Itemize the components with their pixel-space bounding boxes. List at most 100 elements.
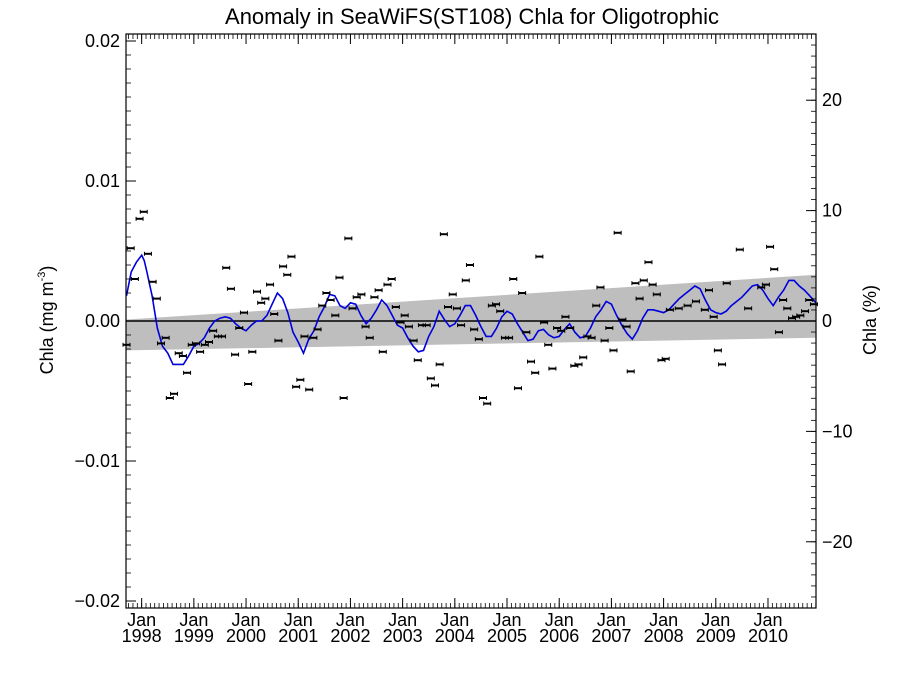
monthly-point xyxy=(174,351,183,356)
x-tick-year-label: 1999 xyxy=(174,626,214,646)
monthly-point xyxy=(592,303,601,308)
monthly-point xyxy=(152,296,161,301)
monthly-point xyxy=(248,349,257,354)
monthly-point xyxy=(200,342,209,347)
monthly-point xyxy=(178,354,187,358)
monthly-point xyxy=(452,306,461,311)
x-tick-month-label: Jan xyxy=(336,610,365,630)
y-axis-label-left-superscript: -3 xyxy=(36,272,48,282)
monthly-point xyxy=(531,370,540,375)
monthly-point xyxy=(544,342,553,347)
x-tick-year-label: 2010 xyxy=(748,626,788,646)
monthly-point xyxy=(622,324,631,329)
monthly-point xyxy=(718,362,727,367)
monthly-point xyxy=(313,327,322,332)
monthly-point xyxy=(396,320,405,325)
monthly-point xyxy=(326,298,335,302)
x-tick-month-label: Jan xyxy=(753,610,782,630)
monthly-point xyxy=(631,281,640,286)
monthly-point xyxy=(596,285,605,290)
monthly-point xyxy=(779,298,788,302)
monthly-point xyxy=(579,355,588,360)
monthly-point xyxy=(253,289,262,294)
monthly-point xyxy=(357,292,366,297)
monthly-point xyxy=(496,309,505,314)
x-tick-month-label: Jan xyxy=(127,610,156,630)
x-tick-year-label: 2005 xyxy=(487,626,527,646)
monthly-point xyxy=(370,295,379,300)
x-tick-year-label: 2008 xyxy=(644,626,684,646)
y-axis-label-left: Chla (mg m-3) xyxy=(36,266,57,375)
monthly-point xyxy=(609,348,618,353)
monthly-point xyxy=(757,285,766,290)
chart-title: Anomaly in SeaWiFS(ST108) Chla for Oligo… xyxy=(225,4,719,29)
x-axis-tick-labels: Jan1998Jan1999Jan2000Jan2001Jan2002Jan20… xyxy=(122,610,788,646)
monthly-point xyxy=(553,326,562,330)
monthly-point xyxy=(605,326,614,330)
monthly-point xyxy=(661,356,670,361)
monthly-point xyxy=(457,323,466,328)
monthly-point xyxy=(513,386,522,391)
monthly-point xyxy=(361,324,370,329)
monthly-point xyxy=(239,310,248,315)
monthly-point xyxy=(183,370,192,375)
trend-confidence-band xyxy=(126,274,816,351)
x-tick-year-label: 1998 xyxy=(122,626,162,646)
left-tick-label: −0.02 xyxy=(74,591,120,611)
monthly-point xyxy=(709,314,718,319)
monthly-point xyxy=(505,335,514,340)
monthly-point xyxy=(348,306,357,311)
monthly-point xyxy=(235,326,244,330)
monthly-point xyxy=(465,263,474,267)
left-tick-label: 0.02 xyxy=(85,31,120,51)
monthly-point xyxy=(409,338,418,343)
x-tick-year-label: 2003 xyxy=(383,626,423,646)
x-tick-year-label: 2000 xyxy=(226,626,266,646)
monthly-point xyxy=(244,382,253,386)
y-axis-label-left-text: Chla (mg m xyxy=(37,281,57,374)
monthly-point xyxy=(444,305,453,309)
monthly-point xyxy=(126,246,135,251)
monthly-point xyxy=(644,260,653,265)
monthly-point xyxy=(713,348,722,353)
monthly-point xyxy=(540,320,549,325)
monthly-point xyxy=(652,292,661,297)
x-tick-month-label: Jan xyxy=(388,610,417,630)
monthly-point xyxy=(635,296,644,301)
monthly-point xyxy=(226,286,235,291)
x-tick-month-label: Jan xyxy=(701,610,730,630)
monthly-point xyxy=(365,335,374,340)
x-tick-month-label: Jan xyxy=(649,610,678,630)
monthly-point xyxy=(148,279,157,284)
monthly-point xyxy=(479,396,488,400)
monthly-point xyxy=(378,349,387,354)
x-tick-month-label: Jan xyxy=(440,610,469,630)
monthly-point xyxy=(430,383,439,388)
right-axis-tick-labels: −20 −10 0 10 20 xyxy=(822,90,853,552)
monthly-point xyxy=(339,396,348,400)
monthly-point xyxy=(209,328,218,333)
monthly-point xyxy=(548,366,557,371)
monthly-point xyxy=(331,313,340,318)
monthly-point xyxy=(322,291,331,295)
monthly-point xyxy=(492,302,501,307)
monthly-point xyxy=(557,328,566,333)
left-tick-label: −0.01 xyxy=(74,451,120,471)
monthly-point xyxy=(387,277,396,281)
monthly-point xyxy=(561,314,570,319)
monthly-point xyxy=(266,282,275,287)
y-axis-label-right: Chla (%) xyxy=(860,285,880,355)
monthly-point xyxy=(674,306,683,311)
monthly-point xyxy=(461,278,470,283)
monthly-point xyxy=(404,324,413,329)
monthly-point xyxy=(535,254,544,259)
monthly-point xyxy=(522,330,531,335)
monthly-point xyxy=(735,247,744,252)
x-tick-month-label: Jan xyxy=(597,610,626,630)
monthly-point xyxy=(527,359,536,364)
x-tick-year-label: 2002 xyxy=(330,626,370,646)
monthly-point xyxy=(783,306,792,311)
monthly-point xyxy=(204,340,213,344)
monthly-point xyxy=(130,277,139,281)
monthly-anomaly-series xyxy=(122,209,818,406)
